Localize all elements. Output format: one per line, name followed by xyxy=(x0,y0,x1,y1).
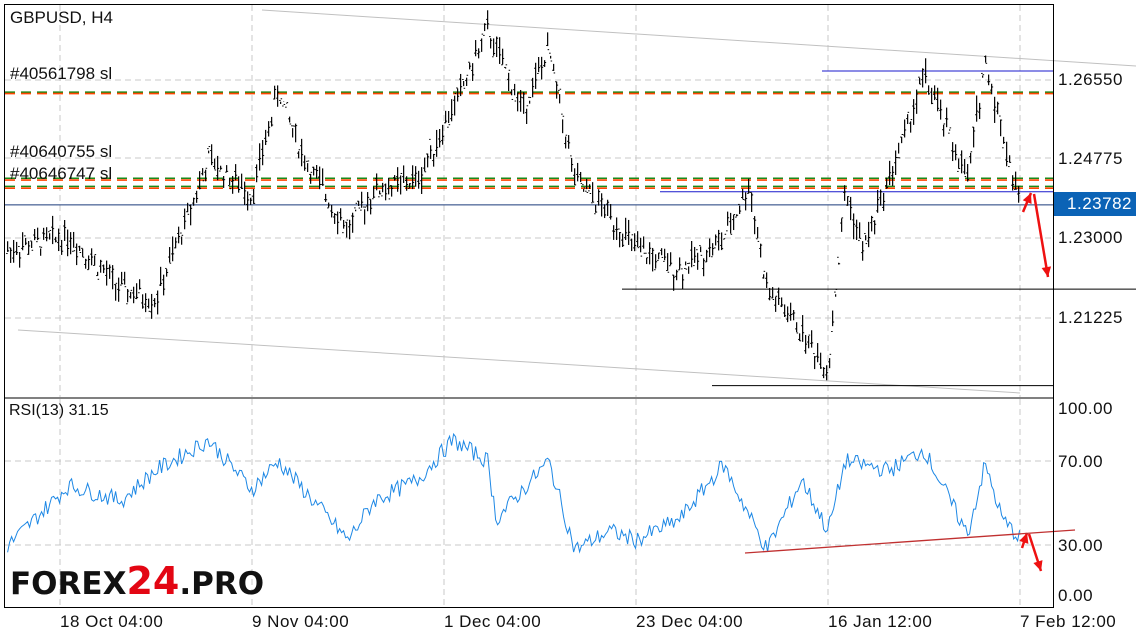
x-tick-label: 7 Feb 12:00 xyxy=(1020,612,1117,631)
arrow-up-icon-head xyxy=(1022,193,1032,204)
channel-lower-line xyxy=(17,329,1021,394)
chart-title: GBPUSD, H4 xyxy=(10,8,113,27)
rsi-tick-label: 70.00 xyxy=(1058,452,1104,471)
x-tick-label: 18 Oct 04:00 xyxy=(60,612,164,631)
x-tick-label: 9 Nov 04:00 xyxy=(252,612,350,631)
order-label: #40640755 sl xyxy=(10,142,113,161)
arrow-down-icon xyxy=(1032,193,1050,278)
order-label: #40561798 sl xyxy=(10,64,113,83)
y-tick-label: 1.21225 xyxy=(1058,308,1123,327)
x-tick-label: 16 Jan 12:00 xyxy=(828,612,933,631)
rsi-support-line xyxy=(744,529,1076,554)
rsi-tick-label: 30.00 xyxy=(1058,536,1104,555)
grid xyxy=(5,5,1053,607)
rsi-series xyxy=(7,432,1076,554)
drawn-lines xyxy=(5,9,1136,572)
frame xyxy=(4,4,1054,608)
current-price-badge: 1.23782 xyxy=(1054,192,1136,216)
y-tick-label: 1.23000 xyxy=(1058,228,1123,247)
rsi-arrow-down-icon-head xyxy=(1033,560,1043,571)
candles xyxy=(6,10,1021,381)
rsi-tick-label: 100.00 xyxy=(1058,399,1113,418)
x-tick-label: 23 Dec 04:00 xyxy=(636,612,744,631)
channel-upper-line xyxy=(261,9,1136,67)
rsi-title: RSI(13) 31.15 xyxy=(9,402,109,419)
order-label: #40646747 sl xyxy=(10,164,113,183)
y-tick-label: 1.26550 xyxy=(1058,70,1123,89)
forex24-logo: FOREX24.PRO xyxy=(10,559,265,603)
y-tick-label: 1.24775 xyxy=(1058,149,1123,168)
rsi-tick-label: 0.00 xyxy=(1058,586,1094,605)
rsi-arrow-up-icon-head xyxy=(1019,533,1029,544)
arrow-down-icon-head xyxy=(1041,266,1052,277)
x-tick-label: 1 Dec 04:00 xyxy=(444,612,542,631)
rsi-line xyxy=(7,432,1021,554)
chart-border xyxy=(4,4,1054,608)
